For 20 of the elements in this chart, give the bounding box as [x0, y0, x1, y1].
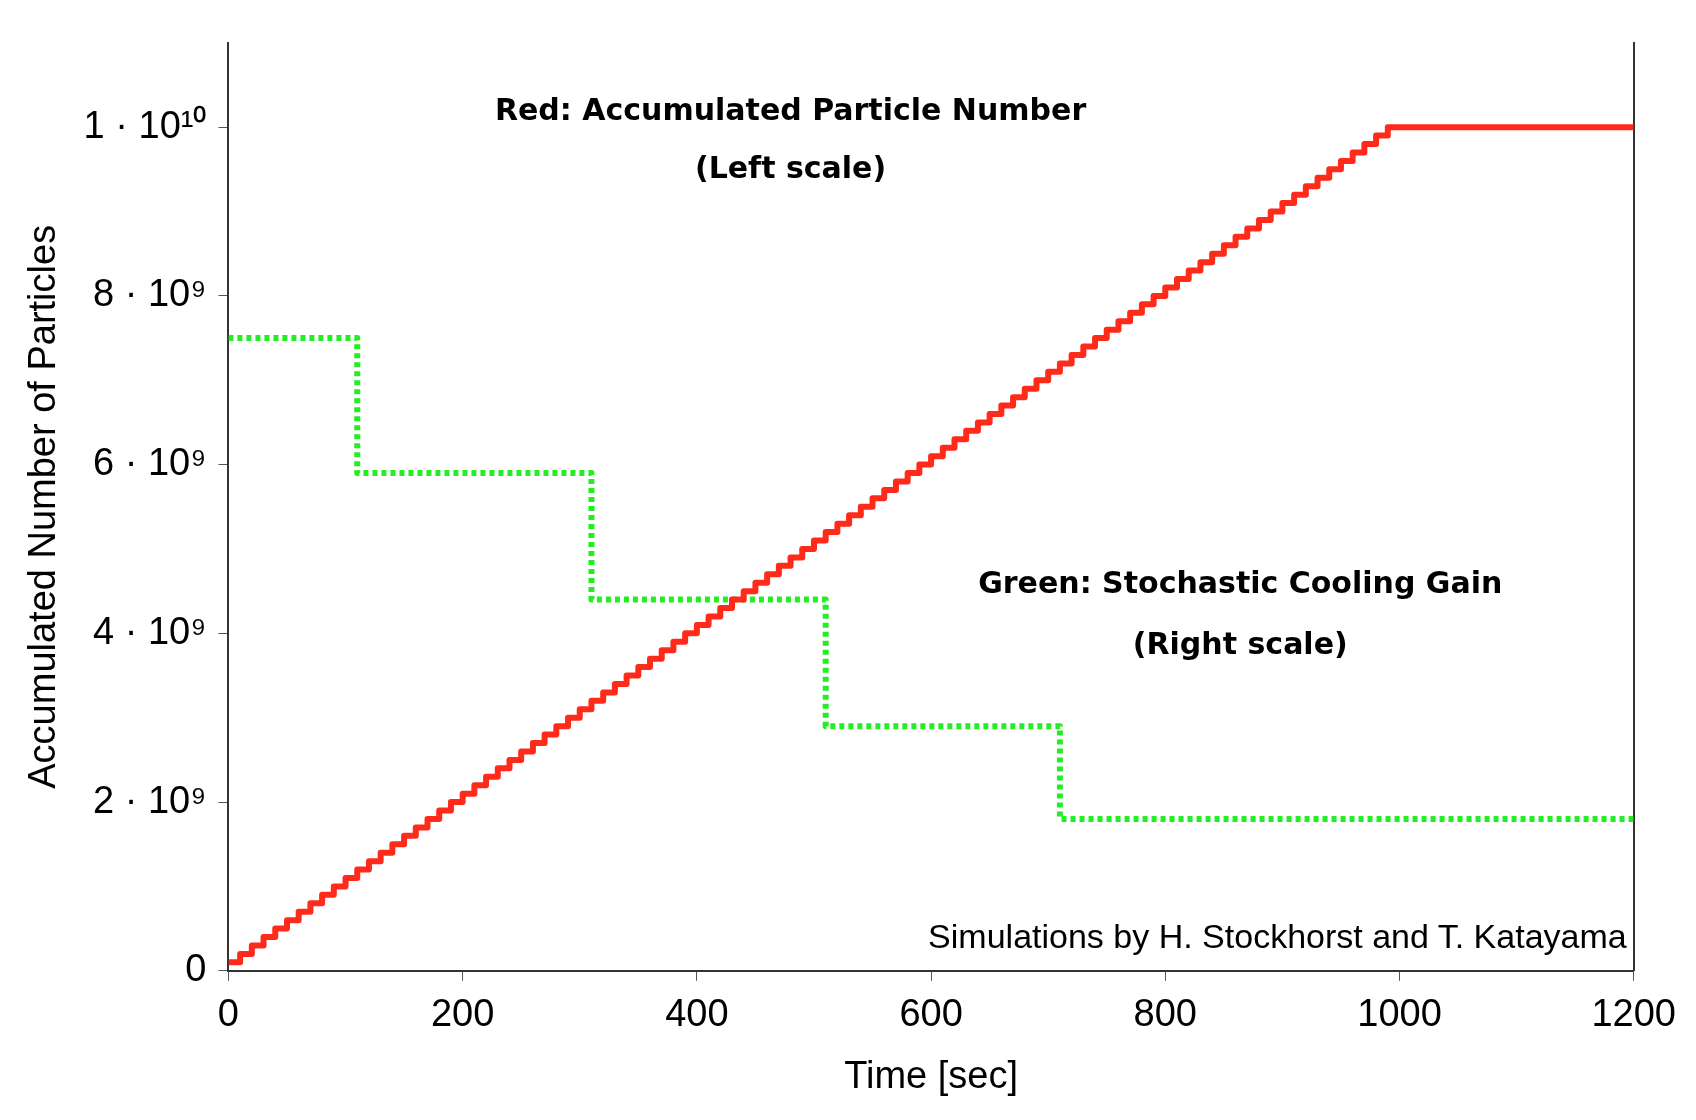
y-tick-label: 0	[185, 947, 207, 990]
x-tick-label: 600	[899, 992, 963, 1035]
annotation: Green: Stochastic Cooling Gain	[978, 565, 1503, 601]
annotation: Simulations by H. Stockhorst and T. Katayama	[928, 916, 1627, 955]
annotation: (Right scale)	[1132, 625, 1348, 661]
annotation: Red: Accumulated Particle Number	[494, 92, 1087, 128]
y-tick-label: 8 · 10⁹	[92, 272, 207, 315]
y-tick-label: 4 · 10⁹	[92, 609, 207, 652]
y-tick-label: 6 · 10⁹	[92, 441, 207, 484]
x-axis-title: Time [sec]	[844, 1053, 1018, 1096]
y-axis-title: Accumulated Number of Particles	[21, 224, 64, 789]
x-tick-label: 0	[217, 992, 239, 1035]
x-tick-label: 200	[430, 992, 495, 1035]
x-tick-label: 1000	[1357, 992, 1442, 1035]
annotation: (Left scale)	[694, 149, 887, 185]
x-tick-label: 1200	[1591, 992, 1677, 1035]
x-tick-label: 800	[1133, 992, 1197, 1035]
y-tick-label: 1 · 10¹⁰	[83, 103, 207, 146]
x-tick-label: 400	[665, 992, 729, 1035]
y-tick-label: 2 · 10⁹	[92, 778, 207, 821]
